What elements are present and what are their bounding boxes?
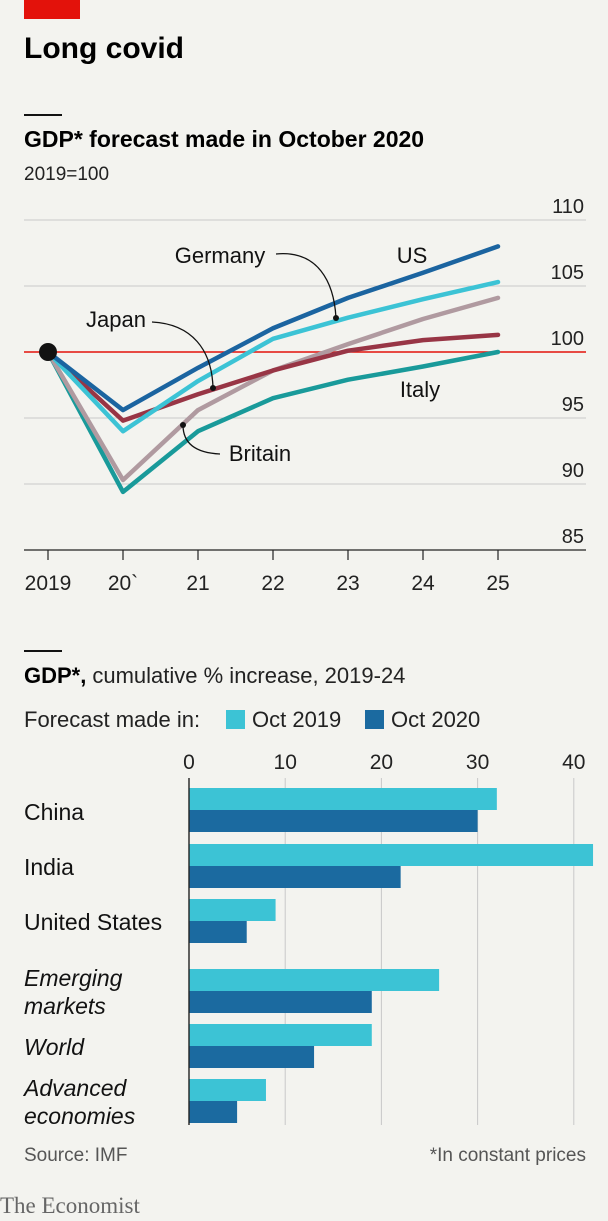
leader-germany: [275, 253, 337, 319]
bar-advanced-economies-oct-2019: [189, 1079, 266, 1101]
bar-china-oct-2020: [189, 810, 478, 832]
x-tick-label-2023: 23: [336, 572, 359, 595]
start-point-marker: [39, 343, 57, 361]
bar-chart-legend: Forecast made in: Oct 2019 Oct 2020: [24, 707, 480, 732]
headline: Long covid: [24, 32, 184, 65]
category-label-united-states: United States: [24, 909, 162, 935]
x-tick-label-2024: 24: [411, 572, 435, 595]
publisher-logo: The Economist: [0, 1193, 140, 1218]
bar-advanced-economies-oct-2020: [189, 1101, 238, 1123]
bar-x-tick-label-40: 40: [562, 751, 585, 774]
label-us: US: [397, 243, 428, 268]
y-tick-label-105: 105: [551, 262, 584, 284]
bar-x-tick-label-20: 20: [370, 751, 393, 774]
bar-chart-title: GDP*,: [24, 663, 86, 688]
y-tick-label-95: 95: [562, 394, 584, 416]
leader-britain: [182, 424, 221, 455]
label-italy: Italy: [400, 377, 440, 402]
line-chart-subtitle: 2019=100: [24, 164, 109, 185]
footnote: *In constant prices: [430, 1145, 586, 1166]
series-line-japan: [45, 332, 501, 423]
bar-emerging-markets-oct-2020: [189, 991, 372, 1013]
bar-world-oct-2020: [189, 1046, 315, 1068]
legend-title: Forecast made in:: [24, 707, 200, 732]
leader-japan: [151, 321, 214, 389]
legend-label-oct-2020: Oct 2020: [391, 707, 480, 732]
bar-x-tick-label-30: 30: [466, 751, 489, 774]
bar-united-states-oct-2020: [189, 921, 247, 943]
legend-swatch-oct-2019: [226, 710, 245, 729]
category-label-emerging-markets: Emerging markets: [24, 965, 123, 1019]
bar-india-oct-2019: [189, 844, 594, 866]
bar-united-states-oct-2019: [189, 899, 276, 921]
brand-red-tab: [24, 0, 80, 19]
line-chart-title-rule: [24, 114, 62, 116]
y-tick-label-110: 110: [552, 196, 584, 218]
category-label-advanced-economies: Advanced economies: [22, 1075, 136, 1129]
category-label-china: China: [24, 799, 84, 825]
line-chart: 110 105 100 95 90 85 2019 20` 21 22 23 24 25 Germany U…: [24, 196, 586, 595]
y-tick-label-85: 85: [562, 526, 584, 548]
y-tick-label-100: 100: [551, 328, 584, 350]
legend-label-oct-2019: Oct 2019: [252, 707, 341, 732]
x-tick-label-2019: 2019: [25, 572, 72, 595]
bar-india-oct-2020: [189, 866, 401, 888]
series-line-us: [45, 244, 501, 413]
series-line-germany: [45, 279, 501, 434]
leader-dot-britain: [180, 422, 186, 428]
y-tick-label-90: 90: [562, 460, 584, 482]
bar-china-oct-2019: [189, 788, 497, 810]
x-tick-label-2020: 20`: [108, 572, 138, 595]
label-japan: Japan: [86, 307, 146, 332]
label-britain: Britain: [229, 441, 291, 466]
bar-chart-title-rule: [24, 650, 62, 652]
category-label-world: World: [24, 1034, 85, 1060]
bar-chart-subtitle: cumulative % increase, 2019-24: [92, 663, 405, 688]
legend-swatch-oct-2020: [365, 710, 384, 729]
source-note: Source: IMF: [24, 1145, 127, 1166]
leader-dot-germany: [333, 315, 339, 321]
x-tick-label-2021: 21: [186, 572, 209, 595]
bar-chart-title-line: GDP*, cumulative % increase, 2019-24: [24, 663, 405, 688]
line-chart-title: GDP* forecast made in October 2020: [24, 126, 424, 152]
bar-world-oct-2019: [189, 1024, 372, 1046]
x-tick-label-2022: 22: [261, 572, 284, 595]
bar-chart: 0 10 20 30 40 China India United States Emerging…: [22, 751, 594, 1129]
category-label-india: India: [24, 854, 74, 880]
bar-emerging-markets-oct-2019: [189, 969, 440, 991]
leader-dot-japan: [210, 385, 216, 391]
bar-x-tick-label-0: 0: [183, 751, 195, 774]
label-germany: Germany: [175, 243, 265, 268]
bar-x-tick-label-10: 10: [274, 751, 297, 774]
series-line-italy: [45, 349, 501, 495]
x-tick-label-2025: 25: [486, 572, 509, 595]
